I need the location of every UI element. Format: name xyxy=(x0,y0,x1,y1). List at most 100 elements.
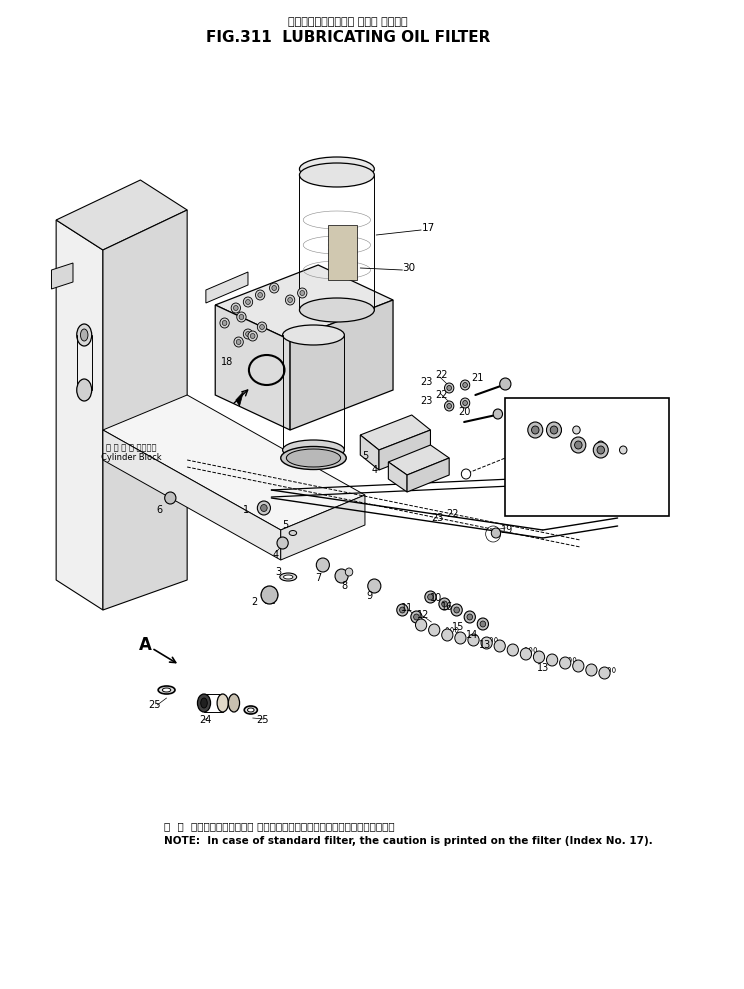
Circle shape xyxy=(237,339,241,344)
Circle shape xyxy=(439,598,450,610)
Circle shape xyxy=(261,586,278,604)
Text: 22: 22 xyxy=(446,509,459,519)
Circle shape xyxy=(300,291,304,296)
Circle shape xyxy=(442,601,447,607)
Circle shape xyxy=(231,303,240,313)
Circle shape xyxy=(234,306,238,311)
Circle shape xyxy=(250,333,255,338)
Polygon shape xyxy=(388,462,407,492)
Circle shape xyxy=(335,569,348,583)
Circle shape xyxy=(559,657,571,669)
Text: 23: 23 xyxy=(431,513,443,523)
Text: 23: 23 xyxy=(420,377,433,387)
Ellipse shape xyxy=(283,440,344,460)
Circle shape xyxy=(288,298,292,303)
Circle shape xyxy=(397,604,408,616)
Circle shape xyxy=(547,422,562,438)
Text: 29: 29 xyxy=(566,428,580,438)
Text: 注  ：  標準フィルタの場合． その注意書きはフィルタ上に印刷されています．: 注 ： 標準フィルタの場合． その注意書きはフィルタ上に印刷されています． xyxy=(164,821,394,831)
Text: 3: 3 xyxy=(275,567,281,577)
Ellipse shape xyxy=(162,688,171,692)
Ellipse shape xyxy=(299,157,374,181)
Circle shape xyxy=(260,324,264,329)
Ellipse shape xyxy=(286,449,341,467)
Circle shape xyxy=(368,579,381,593)
Text: 4: 4 xyxy=(371,465,377,475)
Circle shape xyxy=(481,637,493,649)
Text: 26: 26 xyxy=(539,413,552,423)
Text: 6: 6 xyxy=(156,505,162,515)
Circle shape xyxy=(272,286,277,291)
Circle shape xyxy=(599,667,610,679)
Circle shape xyxy=(574,441,582,449)
Text: 20: 20 xyxy=(458,407,470,417)
Circle shape xyxy=(597,446,605,454)
Polygon shape xyxy=(103,395,365,530)
Text: 25: 25 xyxy=(256,715,269,725)
Circle shape xyxy=(286,295,295,305)
Ellipse shape xyxy=(299,298,374,322)
Circle shape xyxy=(164,492,176,504)
Circle shape xyxy=(414,614,419,620)
Text: 使 用 別: 使 用 別 xyxy=(511,472,530,481)
Circle shape xyxy=(468,634,479,646)
Text: 21: 21 xyxy=(471,373,484,383)
Circle shape xyxy=(415,619,427,631)
Ellipse shape xyxy=(201,698,208,708)
Circle shape xyxy=(237,312,246,322)
Text: 27: 27 xyxy=(522,413,536,423)
Circle shape xyxy=(461,469,471,479)
Circle shape xyxy=(554,426,562,434)
Text: 11: 11 xyxy=(401,603,413,613)
Polygon shape xyxy=(388,445,449,475)
Circle shape xyxy=(455,632,466,644)
Circle shape xyxy=(239,315,244,319)
Circle shape xyxy=(429,624,440,636)
Circle shape xyxy=(477,618,489,630)
Circle shape xyxy=(243,329,253,339)
Text: 22: 22 xyxy=(435,390,448,400)
Text: SG666  Engine No. 30036～: SG666 Engine No. 30036～ xyxy=(511,483,614,492)
Circle shape xyxy=(277,537,288,549)
Circle shape xyxy=(411,611,422,623)
Circle shape xyxy=(480,621,486,627)
Text: ルーブリケーティング オイル フィルタ: ルーブリケーティング オイル フィルタ xyxy=(289,17,408,27)
Ellipse shape xyxy=(158,686,175,694)
Text: 2: 2 xyxy=(251,597,257,607)
Text: 1: 1 xyxy=(243,505,249,515)
Bar xyxy=(505,398,669,516)
Polygon shape xyxy=(280,495,365,560)
Text: 14: 14 xyxy=(466,630,478,640)
Text: A: A xyxy=(138,636,152,654)
Ellipse shape xyxy=(283,325,344,345)
Circle shape xyxy=(269,283,279,293)
Ellipse shape xyxy=(248,708,254,712)
Ellipse shape xyxy=(77,379,92,401)
Circle shape xyxy=(573,426,580,434)
Circle shape xyxy=(444,383,454,393)
Ellipse shape xyxy=(280,446,346,470)
Ellipse shape xyxy=(228,694,240,712)
Text: FIG.311  LUBRICATING OIL FILTER: FIG.311 LUBRICATING OIL FILTER xyxy=(206,30,490,45)
Circle shape xyxy=(527,422,543,438)
Circle shape xyxy=(493,409,502,419)
Circle shape xyxy=(500,378,511,390)
Circle shape xyxy=(220,318,229,328)
Circle shape xyxy=(464,611,475,623)
Ellipse shape xyxy=(244,706,257,714)
Circle shape xyxy=(520,648,531,660)
Circle shape xyxy=(425,591,436,603)
Text: 13: 13 xyxy=(478,640,491,650)
Circle shape xyxy=(222,320,227,325)
Ellipse shape xyxy=(280,573,297,581)
Polygon shape xyxy=(51,263,73,289)
Polygon shape xyxy=(290,300,393,430)
Circle shape xyxy=(451,604,462,616)
Polygon shape xyxy=(236,392,243,406)
Circle shape xyxy=(551,426,558,434)
Circle shape xyxy=(467,614,472,620)
Polygon shape xyxy=(407,458,449,492)
Circle shape xyxy=(444,401,454,411)
Text: 19: 19 xyxy=(501,525,513,535)
Text: 30: 30 xyxy=(403,263,415,273)
